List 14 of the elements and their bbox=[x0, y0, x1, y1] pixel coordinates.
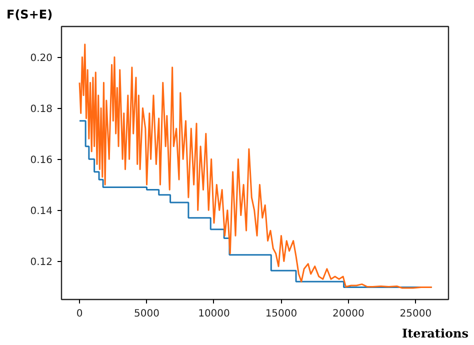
x-tick-label: 20000 bbox=[332, 308, 364, 320]
x-axis-title: Iterations bbox=[402, 326, 469, 340]
y-tick-label: 0.12 bbox=[30, 257, 52, 268]
y-tick-label: 0.20 bbox=[30, 53, 52, 64]
x-tick-label: 25000 bbox=[400, 308, 432, 320]
y-tick-label: 0.14 bbox=[30, 206, 52, 218]
x-tick-label: 5000 bbox=[134, 308, 160, 320]
y-axis-title: F(S+E) bbox=[6, 8, 53, 22]
y-tick-label: 0.16 bbox=[30, 155, 52, 166]
y-tick-label: 0.18 bbox=[30, 104, 52, 116]
x-tick-label: 0 bbox=[76, 308, 83, 320]
x-tick-label: 15000 bbox=[265, 308, 298, 320]
line-series bbox=[78, 44, 433, 289]
x-tick-label: 10000 bbox=[198, 308, 230, 320]
